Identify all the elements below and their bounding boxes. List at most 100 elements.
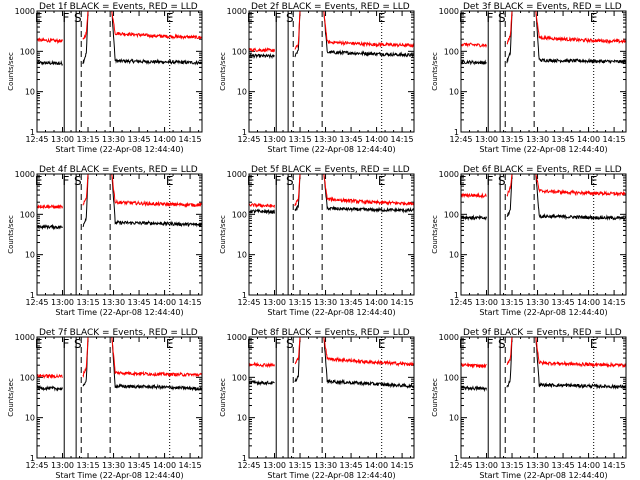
x-tick-label: 13:45 (552, 135, 575, 144)
marker-label: F (274, 174, 281, 188)
x-tick-label: 13:00 (475, 135, 498, 144)
panel-title: Det 8f BLACK = Events, RED = LLD (251, 328, 410, 338)
x-tick-label: 13:00 (475, 298, 498, 307)
x-tick-label: 13:15 (288, 461, 311, 470)
y-axis-label: Counts/sec (431, 52, 439, 91)
x-tick-label: 13:00 (263, 298, 286, 307)
marker-label: E (378, 11, 386, 25)
x-axis-label: Start Time (22-Apr-08 12:44:40) (479, 145, 607, 154)
marker-label: E (459, 174, 467, 188)
x-tick-label: 13:00 (51, 298, 74, 307)
y-tick-label: 1000 (227, 170, 247, 179)
panel-title: Det 7f BLACK = Events, RED = LLD (39, 328, 198, 338)
series-events (461, 11, 626, 66)
x-tick-label: 13:45 (128, 135, 151, 144)
x-tick-label: 12:45 (449, 135, 472, 144)
y-axis-label: Counts/sec (219, 215, 227, 254)
x-tick-label: 14:00 (153, 135, 176, 144)
y-tick-label: 1 (242, 454, 247, 463)
x-tick-label: 12:45 (25, 461, 48, 470)
x-tick-label: 13:30 (102, 135, 125, 144)
marker-label: E (378, 337, 386, 351)
marker-label: F (486, 174, 493, 188)
x-tick-label: 12:45 (237, 135, 260, 144)
marker-label: E (590, 174, 598, 188)
x-tick-label: 12:45 (237, 298, 260, 307)
x-tick-label: 14:00 (153, 298, 176, 307)
x-tick-label: 12:45 (237, 461, 260, 470)
marker-label: S (74, 337, 82, 351)
y-tick-label: 1 (30, 291, 35, 300)
plot-frame (36, 10, 203, 133)
series-lld (249, 11, 414, 53)
y-tick-label: 1000 (227, 333, 247, 342)
y-tick-label: 100 (20, 210, 35, 219)
y-tick-label: 10 (237, 414, 247, 423)
plot-frame (460, 173, 627, 296)
x-tick-label: 13:00 (263, 135, 286, 144)
y-tick-label: 1 (242, 291, 247, 300)
series-events (249, 174, 414, 216)
x-tick-label: 14:15 (391, 298, 414, 307)
series-lld (461, 11, 626, 49)
x-tick-label: 13:00 (51, 461, 74, 470)
x-tick-label: 12:45 (25, 135, 48, 144)
marker-label: F (62, 174, 69, 188)
marker-label: S (286, 174, 294, 188)
marker-label: E (590, 11, 598, 25)
marker-label: E (35, 174, 43, 188)
x-tick-label: 13:00 (263, 461, 286, 470)
series-lld (461, 174, 626, 199)
marker-label: S (498, 11, 506, 25)
series-events (37, 174, 202, 231)
panel-title: Det 9f BLACK = Events, RED = LLD (463, 328, 622, 338)
marker-label: F (486, 337, 493, 351)
y-tick-label: 1 (454, 291, 459, 300)
plot-frame (36, 173, 203, 296)
x-axis-label: Start Time (22-Apr-08 12:44:40) (267, 145, 395, 154)
y-tick-label: 100 (444, 47, 459, 56)
y-tick-label: 1 (454, 454, 459, 463)
marker-label: S (498, 174, 506, 188)
y-axis-label: Counts/sec (7, 52, 15, 91)
panel-title: Det 2f BLACK = Events, RED = LLD (251, 2, 410, 12)
y-axis-label: Counts/sec (219, 378, 227, 417)
x-tick-label: 14:15 (179, 135, 202, 144)
panel-det-2: Det 2f BLACK = Events, RED = LLD Counts/s… (219, 2, 415, 154)
marker-label: F (62, 337, 69, 351)
marker-label: E (247, 337, 255, 351)
y-tick-label: 100 (444, 210, 459, 219)
series-lld (37, 11, 202, 45)
y-axis-label: Counts/sec (431, 378, 439, 417)
x-tick-label: 13:30 (102, 298, 125, 307)
x-axis-label: Start Time (22-Apr-08 12:44:40) (55, 145, 183, 154)
plot-frame (460, 336, 627, 459)
x-tick-label: 13:45 (340, 135, 363, 144)
marker-label: S (74, 174, 82, 188)
panel-title: Det 3f BLACK = Events, RED = LLD (463, 2, 622, 12)
marker-label: F (274, 11, 281, 25)
x-tick-label: 13:45 (128, 461, 151, 470)
x-tick-label: 13:30 (314, 135, 337, 144)
panel-det-7: Det 7f BLACK = Events, RED = LLD Counts/s… (7, 328, 203, 480)
series-events (249, 337, 414, 389)
x-tick-label: 14:00 (577, 461, 600, 470)
x-tick-label: 13:45 (340, 461, 363, 470)
x-tick-label: 12:45 (25, 298, 48, 307)
y-tick-label: 1 (30, 128, 35, 137)
marker-label: F (274, 337, 281, 351)
x-tick-label: 13:15 (500, 135, 523, 144)
x-axis-label: Start Time (22-Apr-08 12:44:40) (479, 308, 607, 317)
x-tick-label: 13:15 (76, 298, 99, 307)
x-tick-label: 14:15 (391, 461, 414, 470)
y-tick-label: 100 (20, 47, 35, 56)
y-tick-label: 1000 (15, 7, 35, 16)
x-tick-label: 14:00 (577, 298, 600, 307)
marker-label: E (590, 337, 598, 351)
x-tick-label: 13:15 (288, 298, 311, 307)
panel-title: Det 6f BLACK = Events, RED = LLD (463, 165, 622, 175)
plot-frame (36, 336, 203, 459)
x-tick-label: 14:00 (365, 461, 388, 470)
panel-det-9: Det 9f BLACK = Events, RED = LLD Counts/s… (431, 328, 627, 480)
series-lld (249, 174, 414, 209)
